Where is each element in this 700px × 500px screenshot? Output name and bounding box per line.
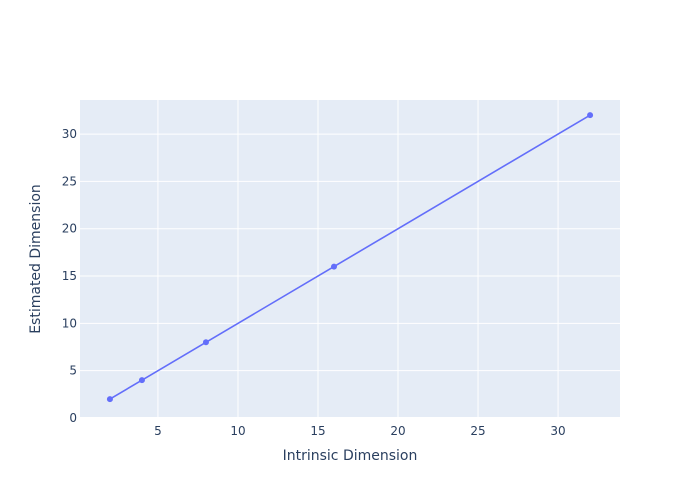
y-tick-label: 30 xyxy=(62,127,77,141)
x-tick-label: 20 xyxy=(390,424,405,438)
y-axis-ticks: 0 5 10 15 20 25 30 xyxy=(62,127,77,425)
x-tick-label: 25 xyxy=(470,424,485,438)
x-axis-ticks: 5 10 15 20 25 30 xyxy=(154,424,566,438)
data-point xyxy=(138,377,145,384)
y-tick-label: 0 xyxy=(69,411,77,425)
y-tick-label: 5 xyxy=(69,364,77,378)
y-tick-label: 10 xyxy=(62,316,77,330)
data-point xyxy=(587,112,594,119)
x-tick-label: 30 xyxy=(550,424,565,438)
series-group xyxy=(106,112,594,403)
y-tick-label: 20 xyxy=(62,222,77,236)
y-axis-title: Estimated Dimension xyxy=(28,184,44,334)
x-tick-label: 5 xyxy=(154,424,162,438)
x-tick-label: 10 xyxy=(230,424,245,438)
plot-background xyxy=(80,100,620,418)
y-tick-label: 15 xyxy=(62,269,77,283)
y-tick-label: 25 xyxy=(62,174,77,188)
grid-lines xyxy=(80,100,620,419)
data-point xyxy=(202,339,209,346)
data-point xyxy=(106,396,113,403)
x-tick-label: 15 xyxy=(310,424,325,438)
data-point xyxy=(330,263,337,270)
x-axis-title: Intrinsic Dimension xyxy=(283,448,418,464)
